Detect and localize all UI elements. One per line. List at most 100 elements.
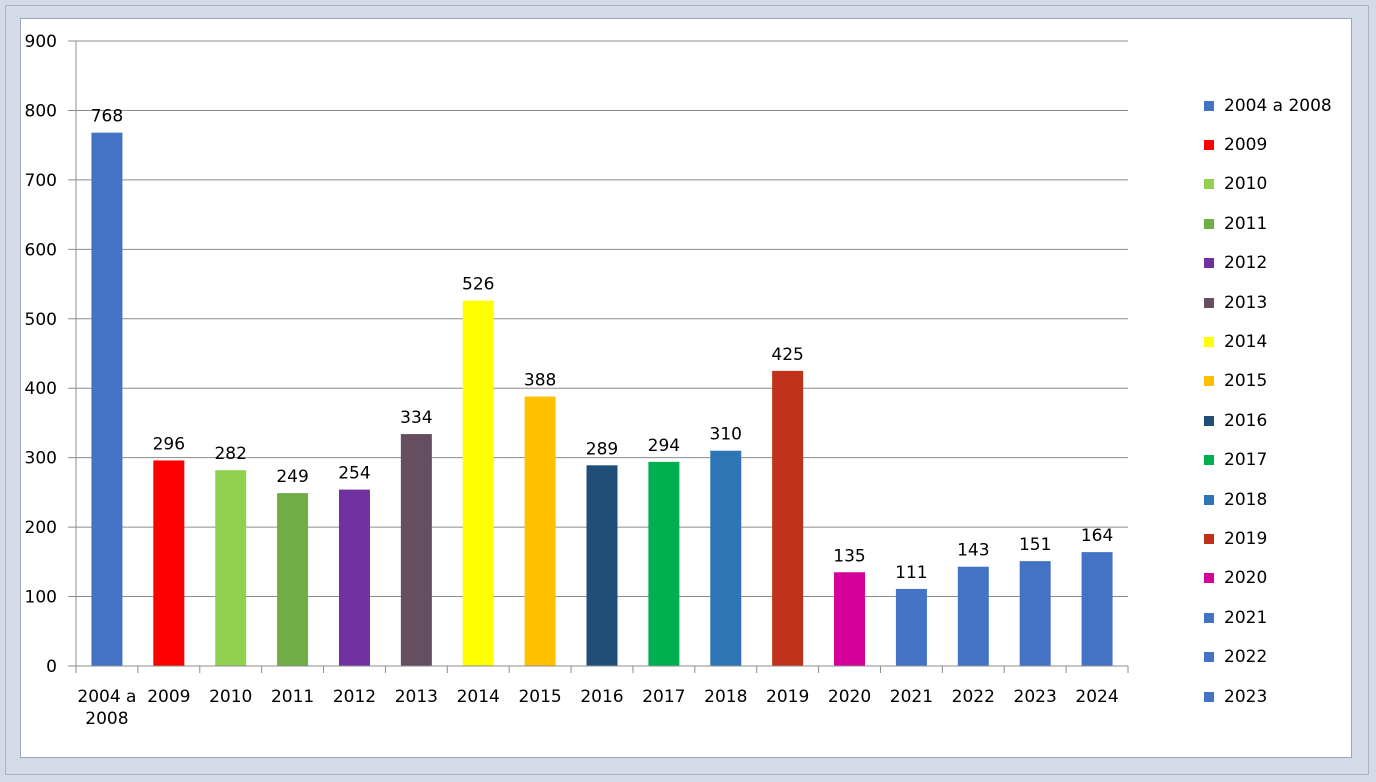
data-label: 111 [895, 563, 927, 583]
legend-swatch [1204, 533, 1214, 544]
y-tick-label: 700 [25, 171, 57, 191]
legend-label: 2020 [1224, 568, 1268, 589]
bar [648, 461, 680, 666]
y-tick-label: 400 [25, 379, 57, 399]
bar [153, 460, 185, 666]
legend-entry: 2014 [1204, 322, 1332, 361]
legend-entry: 2021 [1204, 598, 1332, 637]
bar-chart: 0 100 200 300 400 500 600 700 800 900 768 296 282 24… [25, 32, 1129, 729]
legend-label: 2014 [1224, 332, 1268, 353]
x-tick-label: 2004 a 2008 [77, 687, 136, 729]
x-tick-label-line: 2021 [890, 687, 933, 707]
legend-label: 2019 [1224, 528, 1268, 549]
x-tick-label: 2011 [271, 687, 314, 707]
data-label: 768 [91, 107, 123, 127]
legend-swatch [1204, 297, 1214, 308]
data-label: 151 [1019, 535, 1051, 555]
data-label: 249 [276, 467, 308, 487]
bars [91, 132, 1113, 667]
bar [1019, 561, 1051, 666]
data-label: 282 [214, 444, 246, 464]
x-tick-label-line: 2023 [1014, 687, 1057, 707]
data-labels: 768 296 282 249 254 334 526 388 289 294 310 425 135 1… [91, 107, 1114, 583]
data-label: 143 [957, 541, 989, 561]
legend-entry: 2013 [1204, 283, 1332, 322]
data-label: 526 [462, 275, 494, 295]
legend-entry: 2023 [1204, 677, 1332, 716]
legend-swatch [1204, 494, 1214, 505]
x-tick-label-line: 2017 [642, 687, 685, 707]
data-label: 289 [586, 439, 618, 459]
legend-entry: 2016 [1204, 401, 1332, 440]
x-axis: 2004 a 2008 2009 2010 2011 2012 2013 2014 2015 20… [75, 665, 1129, 729]
x-tick-label-line: 2019 [766, 687, 809, 707]
chart-area: 0 100 200 300 400 500 600 700 800 900 768 296 282 24… [20, 18, 1352, 758]
x-tick-label-line: 2018 [704, 687, 747, 707]
x-tick-label: 2009 [147, 687, 190, 707]
legend-swatch [1204, 652, 1214, 663]
bar [277, 493, 309, 666]
data-label: 254 [338, 464, 370, 484]
legend: 2004 a 2008 2009 2010 2011 2012 2013 2014 2015 2… [1204, 86, 1332, 716]
x-tick-label: 2017 [642, 687, 685, 707]
legend-swatch [1204, 179, 1214, 190]
bar [586, 465, 618, 666]
x-tick-label-line: 2010 [209, 687, 252, 707]
bar [710, 450, 742, 666]
x-tick-label: 2013 [395, 687, 438, 707]
bar [772, 370, 804, 666]
x-tick-label: 2012 [333, 687, 376, 707]
x-tick-label: 2020 [828, 687, 871, 707]
y-tick-label: 300 [25, 449, 57, 469]
legend-label: 2021 [1224, 607, 1268, 628]
legend-label: 2015 [1224, 371, 1268, 392]
bar [1081, 552, 1113, 666]
x-tick-label: 2018 [704, 687, 747, 707]
legend-entry: 2020 [1204, 559, 1332, 598]
y-tick-label: 600 [25, 240, 57, 260]
legend-label: 2018 [1224, 489, 1268, 510]
y-tick-label: 900 [25, 32, 57, 52]
legend-swatch [1204, 258, 1214, 269]
data-label: 310 [710, 425, 742, 445]
legend-entry: 2018 [1204, 480, 1332, 519]
legend-entry: 2004 a 2008 [1204, 86, 1332, 125]
bar [524, 396, 556, 666]
legend-swatch [1204, 100, 1214, 111]
legend-swatch [1204, 415, 1214, 426]
x-tick-label-line: 2008 [85, 709, 128, 729]
legend-label: 2004 a 2008 [1224, 95, 1332, 116]
x-tick-label-line: 2016 [580, 687, 623, 707]
x-tick-label-line: 2014 [457, 687, 500, 707]
data-label: 164 [1081, 526, 1113, 546]
y-tick-label: 500 [25, 310, 57, 330]
legend-swatch [1204, 691, 1214, 702]
x-tick-label-line: 2012 [333, 687, 376, 707]
legend-entry: 2009 [1204, 125, 1332, 164]
data-label: 296 [153, 434, 185, 454]
legend-label: 2017 [1224, 450, 1268, 471]
legend-swatch [1204, 218, 1214, 229]
legend-entry: 2012 [1204, 244, 1332, 283]
x-tick-label: 2010 [209, 687, 252, 707]
legend-swatch [1204, 573, 1214, 584]
data-label: 425 [771, 345, 803, 365]
y-tick-label: 200 [25, 518, 57, 538]
bar [215, 470, 247, 666]
x-tick-label-line: 2015 [518, 687, 561, 707]
bar [895, 588, 927, 666]
x-tick-label: 2022 [952, 687, 995, 707]
legend-label: 2011 [1224, 213, 1268, 234]
legend-label: 2016 [1224, 410, 1268, 431]
legend-swatch [1204, 455, 1214, 466]
data-label: 334 [400, 408, 432, 428]
legend-label: 2009 [1224, 135, 1268, 156]
x-tick-label-line: 2024 [1075, 687, 1118, 707]
x-tick-label-line: 2009 [147, 687, 190, 707]
x-tick-label: 2024 [1075, 687, 1118, 707]
legend-entry: 2019 [1204, 519, 1332, 558]
legend-entry: 2015 [1204, 362, 1332, 401]
x-tick-label: 2023 [1014, 687, 1057, 707]
bar [400, 434, 432, 666]
data-label: 388 [524, 371, 556, 391]
